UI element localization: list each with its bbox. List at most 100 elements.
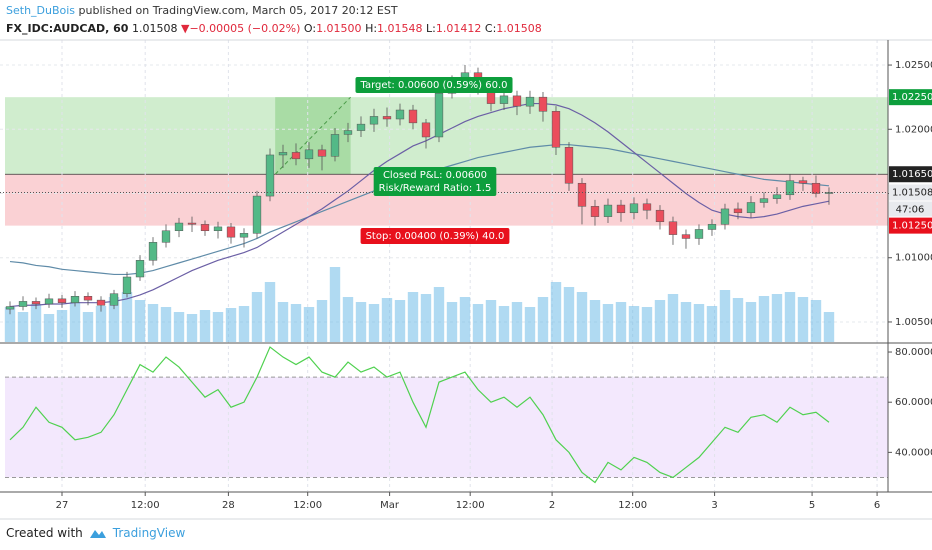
volume-bar [212, 312, 224, 342]
ohlc-l-key: L: [426, 22, 436, 35]
volume-bar [511, 302, 523, 342]
candle-body [213, 226, 223, 232]
candle-body [759, 198, 769, 203]
volume-bar [485, 300, 497, 342]
volume-bar [56, 310, 68, 342]
candle-body [57, 298, 67, 303]
y-tick-label: 1.02000 [895, 124, 932, 135]
candle-body [265, 154, 275, 197]
volume-bar [17, 312, 29, 342]
candles [5, 65, 834, 315]
y-tick-label: 1.02500 [895, 60, 932, 71]
candle-body [499, 95, 509, 104]
volume-bar [719, 290, 731, 342]
volume-bar [69, 302, 81, 342]
author[interactable]: Seth_DuBois [6, 4, 76, 17]
volume-bar [797, 297, 809, 342]
candle-body [421, 122, 431, 138]
volume-bar [199, 310, 211, 342]
annotation-text: Target: 0.00600 (0.59%) 60.0 [359, 80, 507, 91]
annotation-text: Stop: 0.00400 (0.39%) 40.0 [366, 231, 505, 242]
candle-body [330, 134, 340, 157]
candle-body [317, 149, 327, 157]
annotations: Target: 0.00600 (0.59%) 60.0 Closed P&L: … [0, 77, 888, 244]
candle-body [44, 298, 54, 305]
candle-body [148, 242, 158, 261]
candle-body [187, 222, 197, 225]
volume-bar [381, 298, 393, 342]
candle-body [642, 203, 652, 211]
candle-body [356, 123, 366, 131]
candle-body [616, 204, 626, 214]
volume-bar [732, 298, 744, 342]
ohlc-h: 1.01548 [377, 22, 423, 35]
volume-bar [290, 304, 302, 342]
volume-bar [641, 307, 653, 342]
candle-body [434, 93, 444, 138]
volume-bar [563, 287, 575, 342]
candle-body [538, 96, 548, 112]
candle-body [122, 276, 132, 294]
volume-bar [602, 304, 614, 342]
candle-body [96, 299, 106, 306]
published: published on TradingView.com, March 05, … [78, 4, 398, 17]
change: −0.00005 (−0.02%) [189, 22, 301, 35]
candle-body [252, 195, 262, 234]
volume-bar [251, 292, 263, 342]
volume-bar [95, 306, 107, 342]
volume-bar [472, 304, 484, 342]
volume-bar [680, 302, 692, 342]
ohlc-c: 1.01508 [496, 22, 542, 35]
entry-badge [889, 166, 932, 183]
volume-bar [329, 267, 341, 342]
annotation-box [360, 228, 510, 244]
volume-bar [121, 292, 133, 342]
candle-body [161, 230, 171, 243]
symbol: FX_IDC:AUDCAD, 60 [6, 22, 129, 35]
candle-body [707, 224, 717, 230]
candle-body [525, 96, 535, 107]
volume [4, 267, 835, 342]
logo [89, 530, 106, 538]
candle-body [655, 209, 665, 223]
volume-bar [303, 307, 315, 342]
volume-bar [277, 302, 289, 342]
symbol-line: FX_IDC:AUDCAD, 60 1.01508 ▼−0.00005 (−0.… [6, 22, 542, 35]
candle-body [31, 301, 41, 305]
annotation-text: Risk/Reward Ratio: 1.5 [379, 183, 492, 194]
volume-bar [238, 306, 250, 342]
header-line: Seth_DuBois published on TradingView.com… [6, 4, 398, 17]
candle-body [681, 234, 691, 239]
candle-body [694, 229, 704, 239]
current-badge [889, 184, 932, 201]
x-tick-label: 12:00 [618, 500, 647, 511]
candle-body [135, 260, 145, 278]
rsi-y-tick-label: 80.0000 [895, 347, 932, 358]
x-tick-label: 2 [549, 500, 555, 511]
annotation-box [373, 167, 497, 196]
stop-badge [889, 217, 932, 234]
ohlc-l: 1.01412 [435, 22, 482, 35]
candle-body [395, 109, 405, 120]
brand[interactable]: TradingView [112, 526, 186, 540]
last: 1.01508 [131, 22, 178, 35]
volume-bar [524, 307, 536, 342]
created-with: Created with [6, 526, 83, 540]
candle-body [239, 233, 249, 238]
y-tick-label: 1.00500 [895, 317, 932, 328]
volume-bar [342, 297, 354, 342]
candle-body [603, 204, 613, 217]
volume-bar [576, 292, 588, 342]
candle-body [629, 203, 639, 214]
annotation-box [355, 77, 513, 93]
volume-bar [628, 306, 640, 342]
volume-bar [459, 297, 471, 342]
x-tick-label: 12:00 [293, 500, 322, 511]
ohlc-h-key: H: [365, 22, 378, 35]
volume-bar [537, 297, 549, 342]
x-tick-label: 3 [711, 500, 717, 511]
volume-bar [368, 304, 380, 342]
plot: Target: 0.00600 (0.59%) 60.0 Closed P&L: … [0, 40, 932, 511]
volume-bar [407, 292, 419, 342]
